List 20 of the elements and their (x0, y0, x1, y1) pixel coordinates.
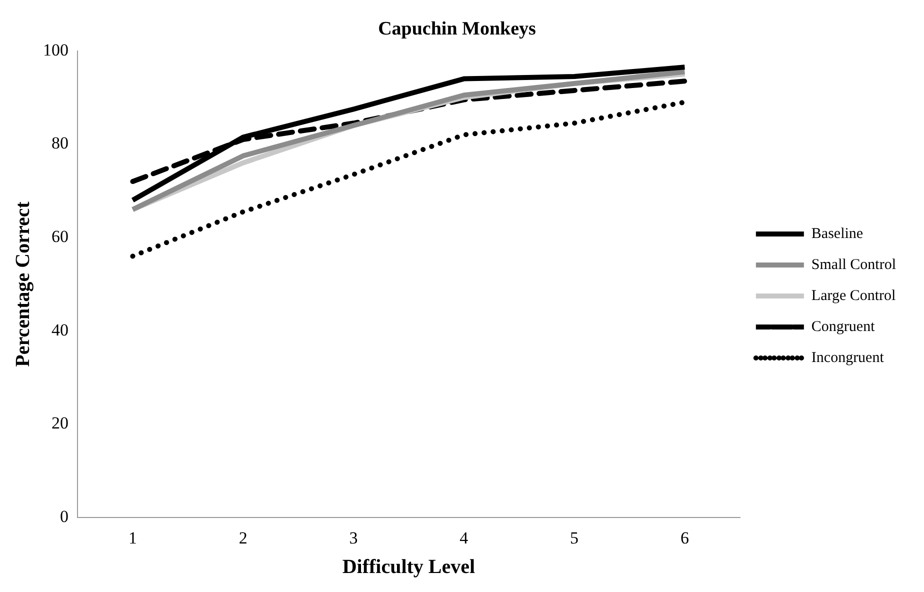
chart-title: Capuchin Monkeys (378, 18, 536, 40)
x-tick-label: 1 (128, 528, 137, 548)
y-tick-label: 80 (52, 134, 68, 153)
y-tick-label: 40 (52, 320, 68, 340)
x-tick-label: 3 (349, 528, 358, 548)
legend-label: Large Control (811, 288, 896, 304)
y-tick-label: 20 (52, 414, 68, 433)
legend-label: Incongruent (811, 350, 885, 366)
y-tick-label: 60 (52, 226, 68, 246)
y-axis-title: Percentage Correct (12, 201, 34, 367)
y-tick-label: 0 (60, 507, 68, 526)
x-tick-label: 2 (238, 528, 248, 548)
legend-label: Small Control (811, 256, 896, 273)
x-tick-label: 4 (460, 528, 469, 548)
legend-label: Congruent (811, 318, 876, 335)
x-tick-label: 5 (570, 528, 579, 548)
legend-label: Baseline (811, 226, 864, 242)
x-tick-label: 6 (680, 528, 689, 548)
x-axis-title: Difficulty Level (342, 556, 476, 578)
y-tick-label: 100 (43, 40, 68, 60)
